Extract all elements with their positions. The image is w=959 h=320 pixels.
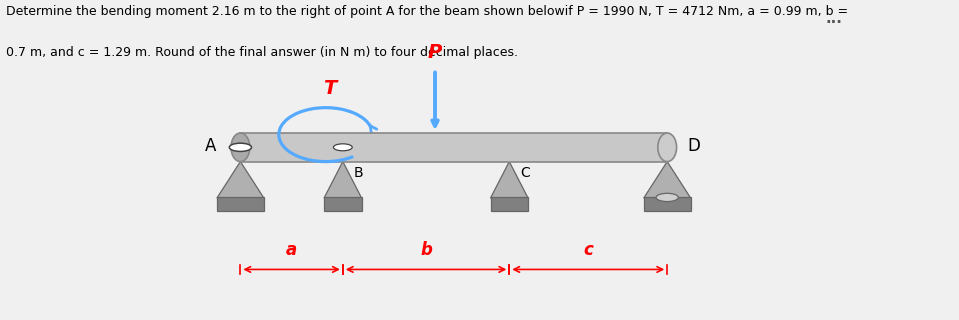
Text: b: b (420, 241, 432, 259)
Text: a: a (286, 241, 297, 259)
Bar (241, 133, 667, 162)
Text: D: D (688, 137, 701, 155)
Text: P: P (428, 43, 442, 62)
Circle shape (656, 193, 678, 202)
Polygon shape (217, 162, 264, 198)
Bar (490, 197, 528, 211)
Ellipse shape (658, 133, 677, 162)
Text: T: T (323, 79, 337, 98)
Bar (217, 197, 264, 211)
Bar (324, 197, 362, 211)
Text: ...: ... (826, 11, 842, 26)
Circle shape (334, 144, 352, 151)
Text: 0.7 m, and c = 1.29 m. Round of the final answer (in N m) to four decimal places: 0.7 m, and c = 1.29 m. Round of the fina… (6, 46, 518, 59)
Circle shape (229, 143, 251, 151)
Ellipse shape (231, 133, 249, 162)
Polygon shape (490, 162, 528, 198)
Text: Determine the bending moment 2.16 m to the right of point A for the beam shown b: Determine the bending moment 2.16 m to t… (6, 4, 848, 18)
Text: A: A (205, 137, 217, 155)
Polygon shape (324, 162, 362, 198)
Bar (643, 197, 690, 211)
Text: B: B (354, 166, 363, 180)
Text: c: c (583, 241, 594, 259)
Text: C: C (521, 166, 530, 180)
Polygon shape (643, 162, 690, 198)
